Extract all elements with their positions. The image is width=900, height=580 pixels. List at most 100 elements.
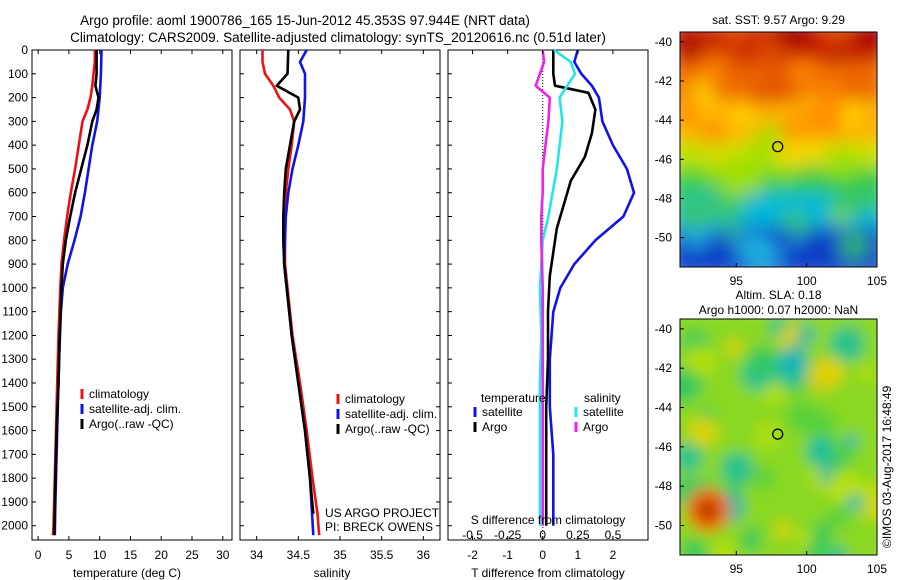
sst-blob [738,56,758,76]
sst-blob [680,197,711,231]
sst-blob [841,99,867,125]
temperature-xtick-label: 20 [155,548,169,562]
depth-tick-label: 400 [8,138,28,152]
sst-blob [710,153,724,167]
credit-pi: PI: BRECK OWENS [325,520,433,534]
sst-blob [813,151,827,165]
sst-blob [780,117,806,143]
sst-blob [787,57,818,88]
sst-ytick-label: -40 [655,35,673,49]
depth-tick-label: 1300 [1,352,28,366]
sla-blob [828,503,852,528]
depth-tick-label: 600 [8,186,28,200]
temperature-xtick-label: 30 [216,548,230,562]
sst-blob [800,101,837,138]
sla-blob [828,545,848,555]
sst-map-panel: 95 100 105 -40 -42 -44 -46 -48 -50 sat. SST: 9.57… [655,13,888,288]
depth-tick-label: 1500 [1,400,28,414]
sst-blob [714,206,731,223]
sst-blob [792,216,811,235]
sla-ytick-label: -40 [655,322,673,336]
sla-xtick-label: 105 [867,562,887,576]
depth-tick-label: 300 [8,114,28,128]
temperature-xtick-label: 10 [93,548,107,562]
sst-xtick-label: 105 [867,274,887,288]
depth-tick-label: 2000 [1,519,28,533]
legend-temp-argo-label: Argo [482,420,508,434]
difference-xtick-label: -1 [502,548,513,562]
sst-blob [680,32,706,61]
difference-x2tick-label: -0.25 [494,528,522,542]
sst-blob [701,53,727,80]
sst-blob [732,152,768,188]
depth-tick-label: 200 [8,91,28,105]
sla-blob [786,401,817,432]
depth-tick-label: 100 [8,67,28,81]
temperature-legend-label: satellite-adj. clim. [89,402,181,416]
temperature-xtick-label: 15 [124,548,138,562]
sst-ytick-label: -44 [655,113,673,127]
difference-xtick-label: -2 [467,548,478,562]
sla-warm-core [697,498,719,522]
sla-blob [747,345,780,378]
sst-blob [720,32,750,49]
difference-x2tick-label: -0.5 [462,528,483,542]
sla-blob [828,467,860,499]
sla-ytick-label: -46 [655,440,673,454]
depth-tick-label: 0 [21,43,28,57]
sst-blob [838,229,870,262]
depth-tick-label: 1000 [1,281,28,295]
salinity-xtick-label: 34.5 [287,548,311,562]
depth-tick-label: 1600 [1,424,28,438]
depth-tick-label: 500 [8,162,28,176]
salinity-series-argo [275,49,315,514]
sla-blob [725,338,743,357]
sla-argo-location-marker [772,428,784,440]
salinity-legend-label: climatology [345,392,405,406]
header-line2: Climatology: CARS2009. Satellite-adjuste… [70,30,606,45]
legend-sal-argo-label: Argo [583,420,609,434]
sst-blob [855,32,877,52]
salinity-xtick-label: 34 [250,548,264,562]
sst-ytick-label: -42 [655,74,673,88]
depth-tick-label: 1700 [1,447,28,461]
salinity-series-climatology [261,50,321,536]
sst-blob [727,99,758,129]
salinity-xlabel: salinity [314,566,351,580]
difference-series-sal-argo [534,49,552,526]
sst-ytick-label: -50 [655,231,673,245]
legend-sal-satellite-label: satellite [583,405,624,419]
legend-temp-satellite-label: satellite [482,405,523,419]
sla-field [680,319,877,555]
sla-ytick-label: -44 [655,401,673,415]
difference-x2tick-label: 0.25 [566,528,590,542]
difference-xtick-label: 2 [610,548,617,562]
sst-xtick-label: 95 [730,274,744,288]
sst-blob [700,159,728,186]
sst-blob [700,119,727,145]
sst-ytick-label: -48 [655,191,673,205]
sla-title: Altim. SLA: 0.18 [735,288,821,302]
sla-blob [829,326,865,362]
temperature-xtick-label: 25 [185,548,199,562]
sla-xtick-label: 100 [797,562,817,576]
header-line1: Argo profile: aoml 1900786_165 15-Jun-20… [80,13,530,28]
depth-tick-label: 900 [8,257,28,271]
sla-map-panel: 95 100 105 -40 -42 -44 -46 -48 -50 Altim. SLA: 0.… [655,288,888,576]
sst-blob [680,101,699,128]
credit-project: US ARGO PROJECT [325,506,440,520]
difference-panel: -2 -1 0 1 2 T difference from climatology S di… [447,48,649,580]
sst-title: sat. SST: 9.57 Argo: 9.29 [712,13,845,27]
temperature-legend-label: climatology [89,387,149,401]
sst-ytick-label: -46 [655,152,673,166]
temperature-xtick-label: 0 [35,548,42,562]
temperature-series-climatology [51,50,97,536]
salinity-panel: 34 34.5 35 35.5 36 salinity climatologysatelli… [239,49,441,580]
depth-tick-label: 700 [8,210,28,224]
sst-xtick-label: 100 [797,274,817,288]
sla-blob [780,322,802,344]
depth-tick-label: 1100 [2,305,28,319]
sst-blob [748,128,778,158]
difference-x2tick-label: 0.5 [605,528,622,542]
